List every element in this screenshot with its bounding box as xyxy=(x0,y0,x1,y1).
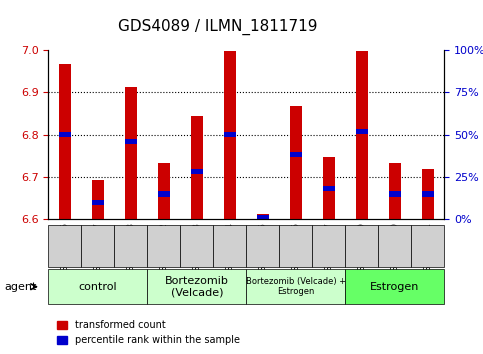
Bar xyxy=(158,163,170,219)
Bar xyxy=(92,180,103,219)
Bar xyxy=(59,64,71,219)
Bar xyxy=(422,169,434,219)
Bar xyxy=(92,200,103,205)
Bar xyxy=(422,192,434,196)
Bar xyxy=(59,132,71,137)
Bar xyxy=(191,169,202,175)
Bar xyxy=(389,192,400,196)
Text: control: control xyxy=(79,282,117,292)
Bar xyxy=(125,139,137,144)
Bar xyxy=(257,215,269,220)
Bar xyxy=(257,215,269,219)
Bar xyxy=(356,129,368,134)
Text: GDS4089 / ILMN_1811719: GDS4089 / ILMN_1811719 xyxy=(117,19,317,35)
Bar xyxy=(290,152,301,158)
Text: Bortezomib (Velcade) +
Estrogen: Bortezomib (Velcade) + Estrogen xyxy=(246,277,346,296)
Bar xyxy=(323,156,335,219)
Bar xyxy=(290,105,301,219)
Bar xyxy=(224,132,236,137)
Bar xyxy=(158,192,170,196)
Text: Bortezomib
(Velcade): Bortezomib (Velcade) xyxy=(165,276,229,298)
Bar xyxy=(224,51,236,219)
Bar xyxy=(125,87,137,219)
Legend: transformed count, percentile rank within the sample: transformed count, percentile rank withi… xyxy=(53,316,243,349)
Text: Estrogen: Estrogen xyxy=(370,282,420,292)
Text: agent: agent xyxy=(5,282,37,292)
Bar xyxy=(323,186,335,192)
Bar xyxy=(356,51,368,219)
Bar xyxy=(191,116,202,219)
Bar xyxy=(389,163,400,219)
